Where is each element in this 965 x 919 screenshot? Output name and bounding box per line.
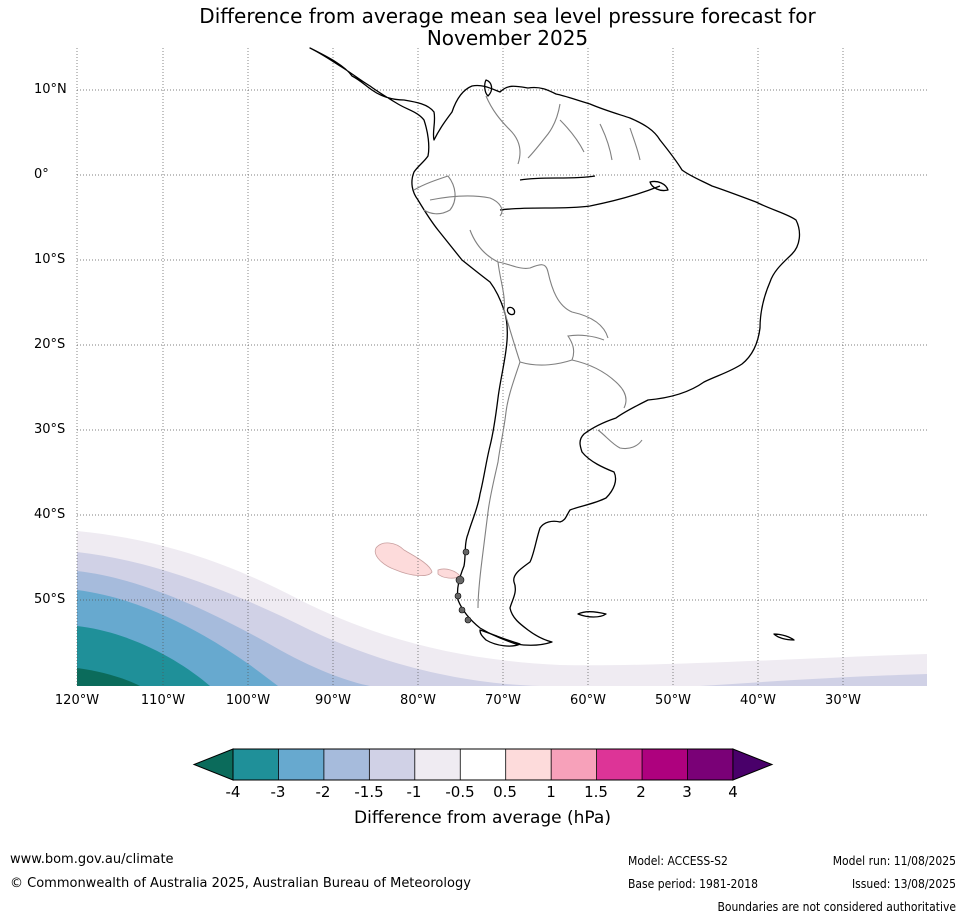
- falkland-islands: [577, 611, 607, 618]
- border-paraguay: [571, 359, 627, 409]
- colorbar-tick: -4: [225, 783, 241, 801]
- colorbar-swatch: [551, 749, 598, 780]
- colorbar-tick: 2: [636, 783, 646, 801]
- lon-label-50w: 50°W: [655, 693, 691, 708]
- colorbar-swatch: [642, 749, 688, 780]
- footer-disclaimer: Boundaries are not considered authoritat…: [717, 900, 956, 914]
- colorbar-tick: 0.5: [493, 783, 517, 801]
- island: [462, 548, 470, 556]
- colorbar-tick: -3: [270, 783, 286, 801]
- colorbar-tick: 1: [546, 783, 556, 801]
- colorbar-swatch: [369, 749, 416, 780]
- lat-label-10s: 10°S: [34, 252, 66, 267]
- amazon-river: [499, 185, 661, 211]
- anomaly-band-minus-4: [77, 668, 140, 686]
- colorbar-swatch: [278, 749, 325, 780]
- map-title: Difference from average mean sea level p…: [0, 5, 965, 49]
- lon-label-40w: 40°W: [740, 693, 776, 708]
- anomaly-positive-blob: [374, 542, 433, 576]
- footer-base-period: Base period: 1981-2018: [628, 877, 759, 891]
- colorbar-swatch: [323, 749, 370, 780]
- lon-label-30w: 30°W: [825, 693, 861, 708]
- border-colombia-venezuela: [485, 95, 521, 165]
- chile-islands: [454, 548, 472, 624]
- lon-label-90w: 90°W: [315, 693, 351, 708]
- footer-model: Model: ACCESS-S2: [628, 854, 728, 868]
- lon-label-110w: 110°W: [140, 693, 186, 708]
- colorbar-swatch: [233, 749, 279, 780]
- border-uruguay: [597, 429, 643, 450]
- lat-label-40s: 40°S: [34, 507, 66, 522]
- island: [454, 592, 462, 600]
- colorbar-tick: 4: [728, 783, 738, 801]
- lat-label-50s: 50°S: [34, 592, 66, 607]
- lon-label-60w: 60°W: [570, 693, 606, 708]
- border-venezuela-guyana: [527, 103, 561, 159]
- lake-maracaibo: [484, 79, 493, 97]
- border-ecuador: [413, 175, 456, 215]
- border-chile-argentina: [477, 361, 521, 609]
- anomaly-positive-blob-small: [437, 568, 461, 579]
- colorbar-tick: -2: [315, 783, 331, 801]
- border-bolivia: [497, 261, 605, 366]
- country-borders: [413, 95, 643, 609]
- colorbar-extend-min: [192, 748, 234, 781]
- colorbar-swatch: [460, 749, 507, 780]
- island: [458, 606, 466, 614]
- border-guianas: [559, 119, 641, 161]
- graticule: [76, 48, 927, 686]
- colorbar-label: Difference from average (hPa): [354, 808, 611, 828]
- colorbar-extend-max: [732, 748, 774, 781]
- colorbar: [192, 748, 774, 781]
- lon-label-100w: 100°W: [225, 693, 271, 708]
- colorbar-tick: -1.5: [354, 783, 384, 801]
- colorbar-swatch: [687, 749, 734, 780]
- island: [464, 616, 472, 624]
- colorbar-tick: -1: [406, 783, 422, 801]
- footer-issued: Issued: 13/08/2025: [851, 877, 956, 891]
- lat-label-20s: 20°S: [34, 337, 66, 352]
- lon-label-120w: 120°W: [54, 693, 100, 708]
- tierra-del-fuego: [479, 629, 521, 647]
- lake-titicaca: [506, 306, 516, 316]
- colorbar-swatch: [505, 749, 552, 780]
- footer-model-run: Model run: 11/08/2025: [832, 854, 956, 868]
- footer-copyright: © Commonwealth of Australia 2025, Austra…: [10, 876, 471, 891]
- colorbar-tick: 3: [682, 783, 692, 801]
- title-line-2: November 2025: [426, 26, 589, 50]
- south-america-coastline: [309, 47, 801, 646]
- title-line-1: Difference from average mean sea level p…: [199, 4, 816, 28]
- colorbar-tick: 1.5: [584, 783, 608, 801]
- anomaly-band-minus-1-right: [700, 674, 927, 686]
- lon-label-80w: 80°W: [400, 693, 436, 708]
- lat-label-0: 0°: [34, 167, 49, 182]
- coastlines: [309, 47, 801, 647]
- colorbar-tick: -0.5: [445, 783, 475, 801]
- lat-label-30s: 30°S: [34, 422, 66, 437]
- south-georgia: [773, 633, 795, 641]
- footer-website-link[interactable]: www.bom.gov.au/climate: [10, 852, 174, 867]
- marajo-island: [649, 180, 669, 192]
- lon-label-70w: 70°W: [485, 693, 521, 708]
- colorbar-swatch: [414, 749, 461, 780]
- border-brazil-west: [469, 229, 609, 339]
- border-colombia-peru: [429, 195, 503, 217]
- colorbar-swatch: [596, 749, 643, 780]
- island: [455, 575, 465, 585]
- lat-label-10n: 10°N: [34, 82, 67, 97]
- anomaly-fields: [77, 531, 927, 686]
- anomaly-band-minus-3: [77, 626, 210, 686]
- orinoco-river: [519, 175, 596, 181]
